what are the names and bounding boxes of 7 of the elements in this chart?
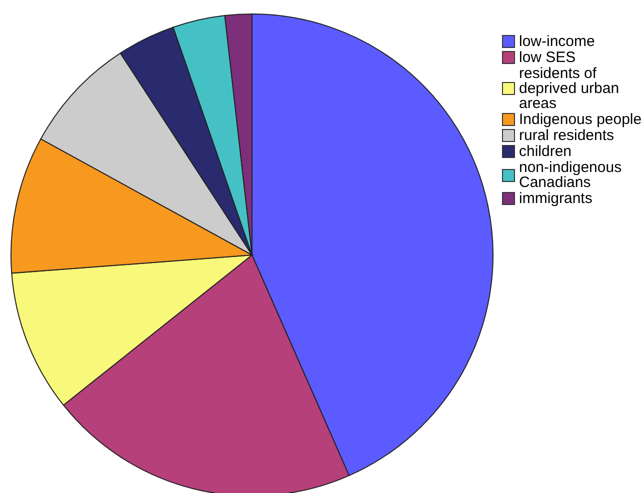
legend-label: residents of deprived urban areas <box>519 65 620 112</box>
legend-label: children <box>519 143 572 160</box>
legend-label: immigrants <box>519 190 592 207</box>
legend-label: Indigenous people <box>519 111 642 128</box>
legend-label: low-income <box>519 33 595 50</box>
legend-label: rural residents <box>519 127 614 144</box>
legend-label: low SES <box>519 49 576 66</box>
